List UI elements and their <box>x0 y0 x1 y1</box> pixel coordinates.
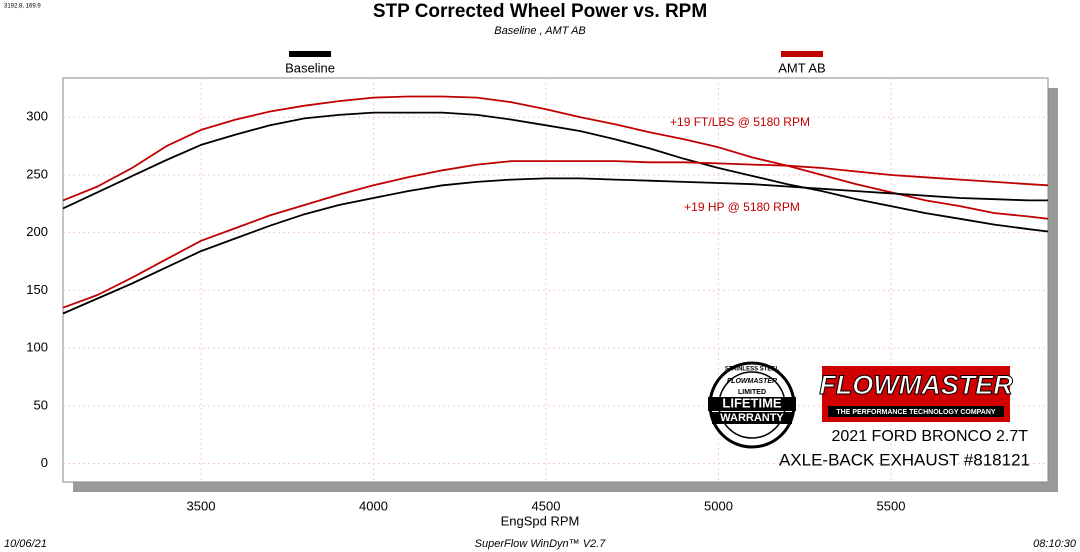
y-tick-label: 50 <box>34 397 48 412</box>
y-tick-label: 0 <box>41 455 48 470</box>
x-tick-label: 3500 <box>187 498 216 513</box>
y-tick-label: 150 <box>26 282 48 297</box>
x-tick-label: 5000 <box>704 498 733 513</box>
series-line <box>62 111 1049 233</box>
footer-time: 08:10:30 <box>1033 538 1077 550</box>
lines <box>62 95 1049 315</box>
badge-text: WARRANTY <box>720 412 784 424</box>
logo-text: FLOWMASTER <box>819 370 1013 400</box>
annotation: +19 HP @ 5180 RPM <box>684 200 800 214</box>
series-line <box>62 177 1048 315</box>
flowmaster-logo: FLOWMASTER THE PERFORMANCE TECHNOLOGY CO… <box>819 366 1014 422</box>
chart-title: STP Corrected Wheel Power vs. RPM <box>373 1 707 22</box>
badge-text: FLOWMASTER <box>727 378 777 385</box>
product-label: AXLE-BACK EXHAUST #818121 <box>779 450 1030 469</box>
footer-date: 10/06/21 <box>4 538 47 550</box>
x-tick-label: 4500 <box>532 498 561 513</box>
series-line <box>62 160 1049 309</box>
logo-tag-band <box>828 406 1004 417</box>
vehicle-label: 2021 FORD BRONCO 2.7T <box>832 428 1029 445</box>
y-tick-label: 200 <box>26 224 48 239</box>
annotation: +19 FT/LBS @ 5180 RPM <box>670 115 810 129</box>
badge-text: STAINLESS STEEL <box>725 367 780 373</box>
x-tick-label: 5500 <box>877 498 906 513</box>
warranty-badge: STAINLESS STEEL FLOWMASTER LIMITED LIFET… <box>708 361 796 449</box>
legend-label: Baseline <box>285 60 335 75</box>
badge-text: LIFETIME <box>722 395 782 410</box>
legend-swatch <box>289 51 331 57</box>
legend-label: AMT AB <box>778 60 825 75</box>
y-tick-label: 250 <box>26 166 48 181</box>
y-tick-label: 100 <box>26 340 48 355</box>
x-tick-label: 4000 <box>359 498 388 513</box>
badge-band <box>712 412 792 424</box>
chart-subtitle: Baseline , AMT AB <box>494 25 586 37</box>
badge-band <box>708 397 796 411</box>
badge-text: LIMITED <box>738 389 766 396</box>
footer-software: SuperFlow WinDyn™ V2.7 <box>475 538 607 550</box>
corner-note: 3192.8, 169.9 <box>4 4 41 10</box>
y-tick-label: 300 <box>26 109 48 124</box>
legend-swatch <box>781 51 823 57</box>
x-axis-label: EngSpd RPM <box>501 513 580 528</box>
logo-tagline: THE PERFORMANCE TECHNOLOGY COMPANY <box>836 409 996 416</box>
